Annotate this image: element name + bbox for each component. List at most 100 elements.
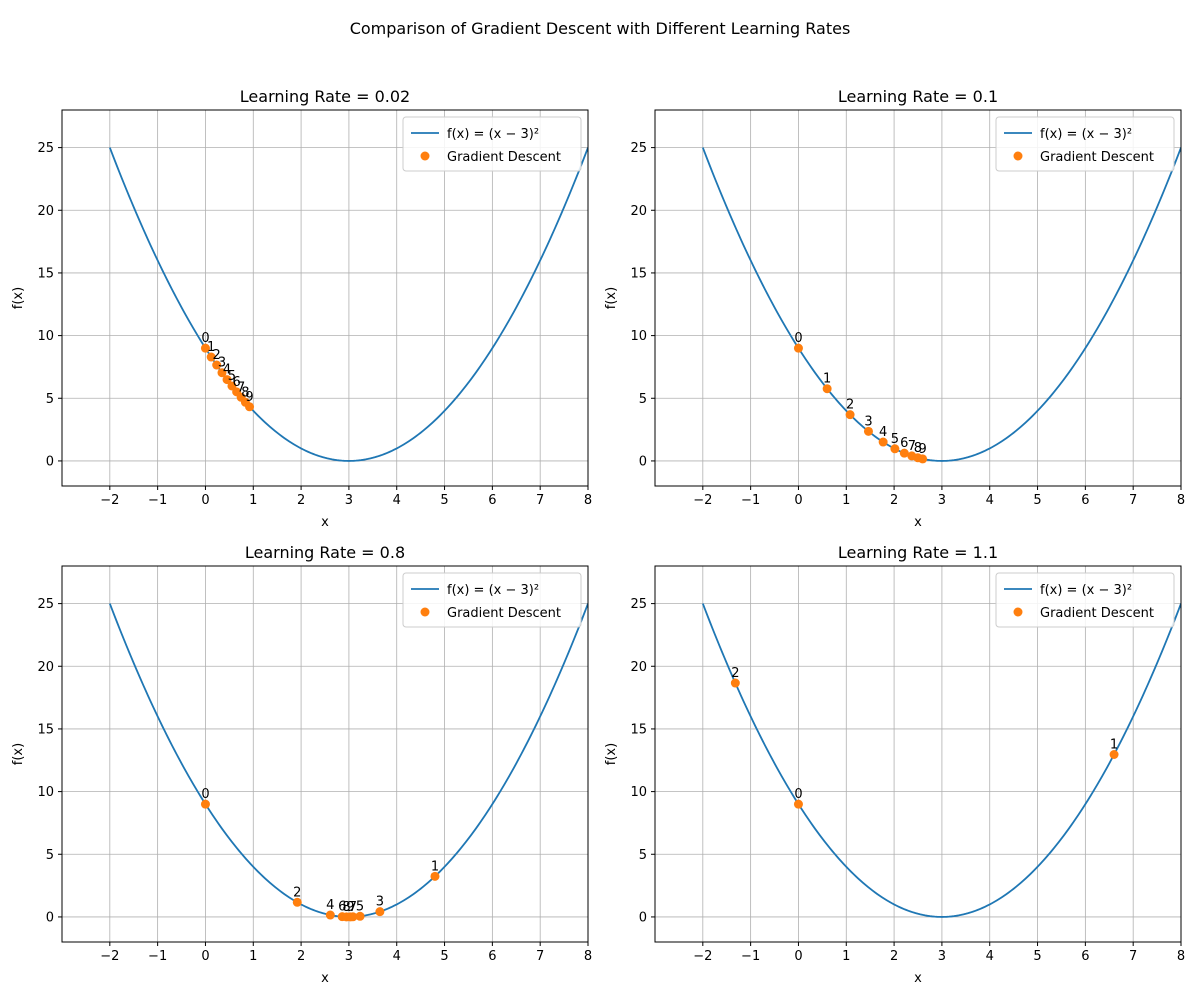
x-tick-label: 4: [986, 949, 994, 964]
legend-curve-label: f(x) = (x − 3)²: [447, 127, 539, 142]
x-tick-label: 6: [488, 493, 496, 508]
point-label: 9: [245, 390, 253, 405]
x-tick-label: 3: [938, 493, 946, 508]
axes-frame: [654, 565, 1182, 943]
subplot-title: Learning Rate = 0.02: [240, 87, 410, 106]
y-tick-label: 15: [630, 722, 647, 737]
point-label: 0: [201, 331, 209, 346]
y-tick-label: 20: [630, 204, 647, 219]
point-label: 8: [342, 900, 350, 915]
y-tick-label: 10: [630, 329, 647, 344]
curve-line: [701, 147, 1181, 462]
legend-box: [995, 572, 1175, 628]
x-tick-label: 2: [297, 949, 305, 964]
x-tick-label: 0: [201, 949, 209, 964]
point-label: 6: [900, 436, 908, 451]
x-tick-label: −2: [100, 949, 119, 964]
x-tick-label: −1: [148, 949, 167, 964]
point-label: 7: [349, 900, 357, 915]
y-tick-label: 20: [37, 204, 54, 219]
x-tick-label: 5: [440, 949, 448, 964]
subplot-4: 0 1 2 −2 −1 0 1 2 3 4 5 6 7 8 0 5 10 15 20 25 Learning Rate …: [604, 543, 1185, 986]
descent-point: [918, 454, 928, 464]
x-tick-label: −1: [741, 493, 760, 508]
legend-curve-label: f(x) = (x − 3)²: [447, 583, 539, 598]
y-tick-label: 25: [630, 597, 647, 612]
legend-points-label: Gradient Descent: [1040, 150, 1154, 165]
descent-point: [217, 368, 227, 378]
y-tick-label: 5: [639, 848, 647, 863]
descent-point: [325, 910, 335, 920]
y-axis-label: f(x): [604, 287, 619, 309]
x-tick-label: 1: [842, 493, 850, 508]
plot-area: [108, 603, 588, 922]
axes-frame: [61, 565, 589, 943]
descent-point: [200, 799, 210, 809]
y-tick-label: 25: [37, 597, 54, 612]
x-tick-label: 3: [938, 949, 946, 964]
y-tick-label: 20: [630, 660, 647, 675]
legend-curve-label: f(x) = (x − 3)²: [1040, 127, 1132, 142]
y-axis-label: f(x): [11, 287, 26, 309]
legend-box: [402, 572, 582, 628]
x-axis-label: x: [321, 515, 329, 530]
point-label: 6: [232, 375, 240, 390]
point-label: 1: [1110, 738, 1118, 753]
curve-line: [701, 603, 1181, 918]
descent-point: [345, 912, 355, 922]
x-tick-label: 4: [986, 493, 994, 508]
point-label: 5: [356, 899, 364, 914]
axes-frame: [61, 109, 589, 487]
point-label: 1: [823, 372, 831, 387]
point-label: 2: [731, 666, 739, 681]
x-axis-label: x: [914, 971, 922, 986]
point-label: 0: [794, 331, 802, 346]
y-tick-label: 0: [639, 910, 647, 925]
point-label: 2: [293, 885, 301, 900]
y-tick-label: 25: [37, 141, 54, 156]
point-label: 6: [338, 900, 346, 915]
legend-points-label: Gradient Descent: [447, 150, 561, 165]
y-tick-label: 0: [46, 910, 54, 925]
point-label: 4: [879, 425, 887, 440]
legend: f(x) = (x − 3)² Gradient Descent: [995, 116, 1175, 172]
plot-area: [701, 147, 1181, 464]
axes-frame: [654, 109, 1182, 487]
x-tick-label: 5: [1033, 949, 1041, 964]
legend-point-swatch: [1013, 607, 1023, 617]
x-tick-label: 0: [794, 493, 802, 508]
x-tick-label: 1: [249, 493, 257, 508]
legend: f(x) = (x − 3)² Gradient Descent: [402, 116, 582, 172]
x-tick-label: 7: [536, 493, 544, 508]
x-tick-label: 7: [1129, 949, 1137, 964]
x-tick-label: 3: [345, 493, 353, 508]
y-tick-label: 20: [37, 660, 54, 675]
x-tick-label: 3: [345, 949, 353, 964]
y-tick-label: 15: [37, 722, 54, 737]
curve-line: [108, 147, 588, 462]
legend-points-label: Gradient Descent: [447, 606, 561, 621]
y-tick-label: 10: [37, 329, 54, 344]
descent-point: [212, 360, 222, 370]
point-label: 4: [326, 898, 334, 913]
point-label: 5: [228, 369, 236, 384]
figure-title: Comparison of Gradient Descent with Diff…: [350, 19, 851, 38]
descent-point: [863, 426, 873, 436]
descent-point: [845, 410, 855, 420]
x-tick-label: −2: [693, 949, 712, 964]
descent-point: [822, 384, 832, 394]
y-tick-label: 5: [46, 848, 54, 863]
x-tick-label: −2: [100, 493, 119, 508]
descent-point: [878, 437, 888, 447]
x-tick-label: 2: [890, 493, 898, 508]
descent-point: [890, 444, 900, 454]
y-tick-label: 15: [37, 266, 54, 281]
descent-point: [793, 343, 803, 353]
plot-area: [701, 603, 1181, 918]
legend: f(x) = (x − 3)² Gradient Descent: [402, 572, 582, 628]
x-tick-label: 6: [1081, 949, 1089, 964]
